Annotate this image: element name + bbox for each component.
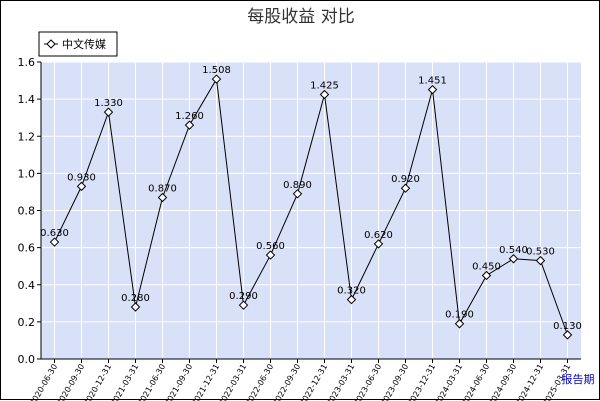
y-tick-label: 1.4 bbox=[18, 93, 36, 106]
data-label: 0.450 bbox=[472, 261, 501, 272]
data-label: 0.130 bbox=[553, 321, 582, 332]
x-tick-label: 2022-09-30 bbox=[271, 363, 302, 401]
data-label: 0.190 bbox=[445, 310, 474, 321]
legend-label: 中文传媒 bbox=[62, 37, 106, 51]
x-tick-label: 2022-03-31 bbox=[217, 363, 248, 401]
y-tick-label: 1.6 bbox=[18, 56, 36, 69]
y-tick-label: 0.2 bbox=[18, 316, 36, 329]
data-label: 0.870 bbox=[148, 184, 177, 195]
data-label: 1.330 bbox=[94, 98, 123, 109]
x-tick-label: 2024-03-31 bbox=[433, 363, 464, 401]
data-label: 0.290 bbox=[229, 291, 258, 302]
x-tick-label: 2021-03-31 bbox=[109, 363, 140, 401]
y-tick-label: 0.0 bbox=[18, 353, 36, 366]
data-label: 0.280 bbox=[121, 293, 150, 304]
y-tick-label: 0.4 bbox=[18, 279, 36, 292]
data-label: 0.930 bbox=[67, 172, 96, 183]
x-tick-label: 2020-06-30 bbox=[28, 363, 59, 401]
x-tick-label: 2021-12-31 bbox=[190, 363, 221, 401]
data-label: 0.540 bbox=[499, 245, 528, 256]
x-tick-label: 2023-03-31 bbox=[325, 363, 356, 401]
y-tick-label: 1.0 bbox=[18, 167, 36, 180]
data-label: 1.508 bbox=[202, 65, 231, 76]
x-tick-label: 2023-09-30 bbox=[379, 363, 410, 401]
data-label: 1.451 bbox=[418, 76, 447, 87]
x-tick-label: 2020-12-31 bbox=[82, 363, 113, 401]
x-tick-label: 2024-09-30 bbox=[487, 363, 518, 401]
data-label: 1.425 bbox=[310, 80, 339, 91]
data-label: 0.620 bbox=[364, 230, 393, 241]
y-tick-label: 1.2 bbox=[18, 130, 36, 143]
data-label: 0.530 bbox=[526, 247, 555, 258]
x-tick-label: 2021-09-30 bbox=[163, 363, 194, 401]
data-label: 0.630 bbox=[40, 228, 69, 239]
chart-title: 每股收益 对比 bbox=[247, 7, 354, 27]
data-label: 0.560 bbox=[256, 241, 285, 252]
x-tick-label: 2022-06-30 bbox=[244, 363, 275, 401]
x-tick-label: 2023-12-31 bbox=[406, 363, 437, 401]
x-tick-label: 2020-09-30 bbox=[55, 363, 86, 401]
y-tick-label: 0.8 bbox=[18, 205, 36, 218]
data-label: 1.260 bbox=[175, 111, 204, 122]
x-tick-label: 2022-12-31 bbox=[298, 363, 329, 401]
x-tick-label: 2021-06-30 bbox=[136, 363, 167, 401]
x-tick-label: 2024-12-31 bbox=[514, 363, 545, 401]
data-label: 0.920 bbox=[391, 174, 420, 185]
legend: 中文传媒 bbox=[39, 32, 117, 56]
data-label: 0.890 bbox=[283, 180, 312, 191]
data-label: 0.320 bbox=[337, 286, 366, 297]
y-tick-label: 0.6 bbox=[18, 242, 36, 255]
x-axis-label: 报告期 bbox=[562, 372, 595, 386]
x-tick-label: 2024-06-30 bbox=[460, 363, 491, 401]
x-tick-label: 2023-06-30 bbox=[352, 363, 383, 401]
